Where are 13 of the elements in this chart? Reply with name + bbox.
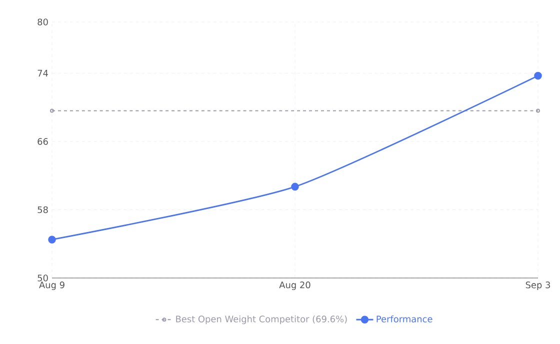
legend-label: Best Open Weight Competitor (69.6%)	[176, 315, 347, 324]
point	[534, 72, 542, 80]
point	[48, 236, 56, 244]
y-tick-label: 58	[38, 206, 48, 214]
point	[291, 182, 299, 191]
x-tick-label: Aug 9	[39, 282, 64, 290]
x-tick-label: Aug 20	[279, 282, 310, 290]
y-tick-label: 66	[38, 138, 48, 145]
legend-label: Performance	[376, 315, 432, 322]
x-tick-label: Sep 3	[526, 282, 550, 290]
y-tick-label: 74	[38, 70, 48, 76]
y-tick-label: 80	[38, 18, 48, 26]
y-tick-label: 50	[38, 274, 48, 282]
